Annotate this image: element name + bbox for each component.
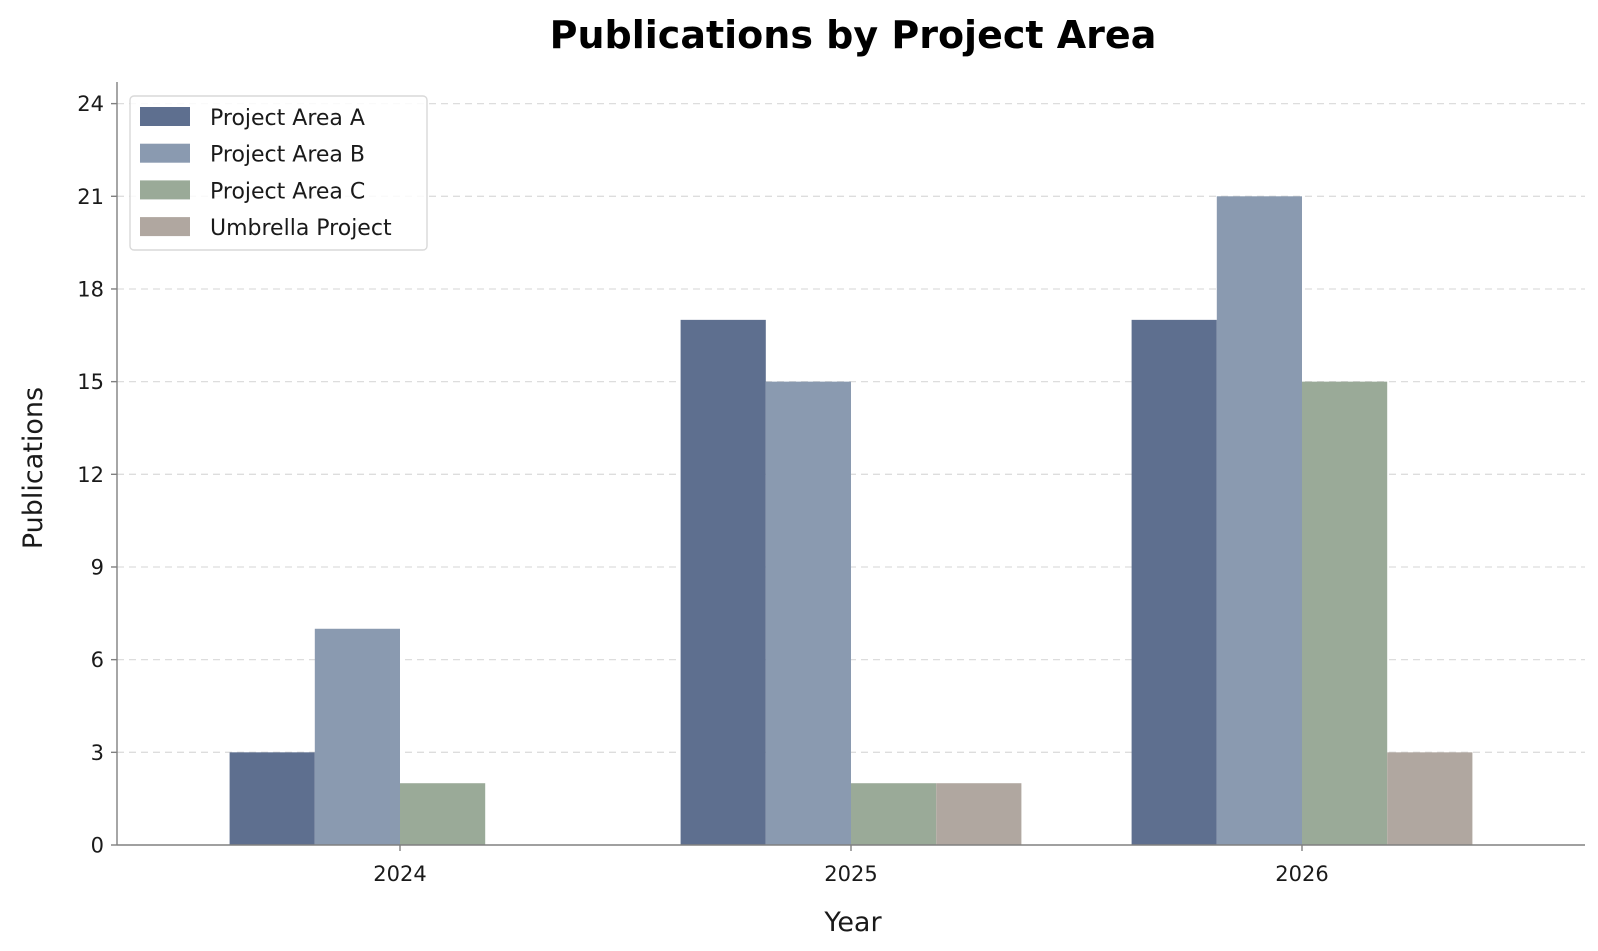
legend-box [129, 95, 428, 251]
x-axis-label: Year [823, 907, 882, 938]
legend-label: Project Area C [210, 179, 365, 204]
y-tick-label: 15 [77, 370, 104, 394]
legend-swatch [140, 180, 190, 200]
x-tick-label: 2025 [824, 862, 877, 886]
legend-swatch [140, 143, 190, 163]
bar-project-area-b-2025 [765, 381, 851, 845]
y-tick-label: 21 [77, 185, 104, 209]
y-tick-label: 18 [77, 277, 104, 301]
bars [229, 196, 1473, 846]
y-tick-label: 0 [91, 834, 104, 858]
bar-project-area-c-2025 [851, 783, 937, 845]
legend-swatch [140, 217, 190, 237]
y-tick-label: 12 [77, 463, 104, 487]
chart-title: Publications by Project Area [550, 13, 1157, 57]
bar-project-area-a-2026 [1131, 319, 1217, 846]
x-tick-label: 2026 [1275, 862, 1328, 886]
legend: Project Area A Project Area B Project Area… [129, 95, 428, 251]
y-axis-label: Publications [18, 387, 49, 549]
legend-label: Project Area B [210, 143, 365, 168]
bar-project-area-b-2026 [1216, 196, 1302, 846]
y-tick-label: 3 [91, 741, 104, 765]
legend-swatch [140, 107, 190, 126]
y-tick-label: 24 [77, 92, 104, 116]
x-tick-label: 2024 [373, 862, 426, 886]
bar-umbrella-project-2026 [1387, 752, 1473, 845]
bar-project-area-c-2024 [400, 783, 486, 845]
bar-umbrella-project-2025 [936, 783, 1022, 845]
bar-project-area-c-2026 [1302, 381, 1388, 845]
bar-project-area-a-2024 [229, 752, 315, 845]
legend-label: Umbrella Project [210, 216, 392, 241]
bar-project-area-a-2025 [680, 319, 766, 846]
bar-project-area-b-2024 [314, 628, 400, 845]
y-tick-label: 9 [91, 555, 104, 579]
tick-labels: 0 3 6 9 12 15 18 21 24 2024 2025 2026 [77, 92, 1328, 886]
y-tick-label: 6 [91, 648, 104, 672]
legend-label: Project Area A [210, 106, 365, 131]
